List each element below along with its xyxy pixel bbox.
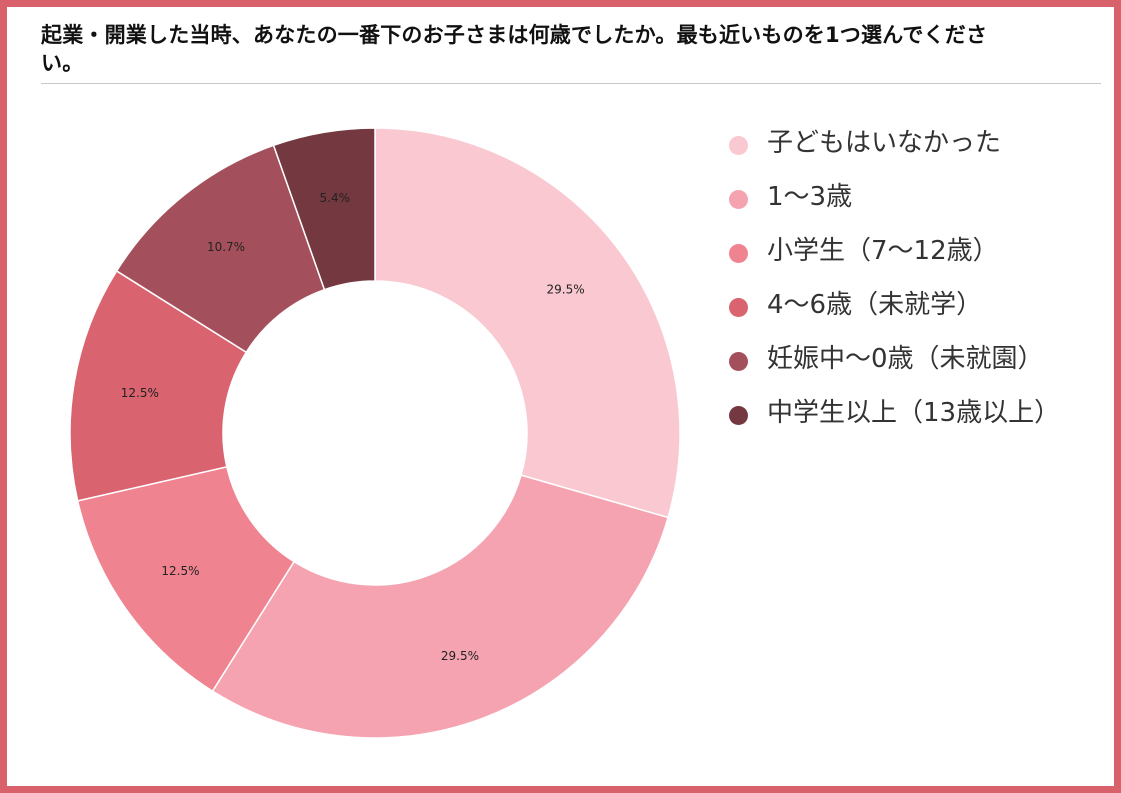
legend-swatch xyxy=(729,298,748,317)
legend-item-pregnancy-0: 妊娠中〜0歳（未就園） xyxy=(729,341,1069,377)
legend: 子どもはいなかった 1〜3歳 小学生（7〜12歳） 4〜6歳（未就学） 妊娠中〜… xyxy=(729,125,1069,449)
legend-label: 子どもはいなかった xyxy=(767,128,1002,158)
legend-label: 小学生（7〜12歳） xyxy=(767,236,999,266)
slice-4-6 xyxy=(69,269,248,502)
data-label-1-3: 29.5% xyxy=(441,649,479,663)
legend-swatch xyxy=(729,406,748,425)
legend-label: 1〜3歳 xyxy=(767,182,853,212)
legend-swatch xyxy=(729,190,748,209)
data-label-pregnancy-0: 10.7% xyxy=(207,240,245,254)
data-label-13-plus: 5.4% xyxy=(320,191,351,205)
data-label-elementary: 12.5% xyxy=(161,564,199,578)
legend-swatch xyxy=(729,352,748,371)
data-label-4-6: 12.5% xyxy=(121,386,159,400)
legend-label: 妊娠中〜0歳（未就園） xyxy=(767,344,1044,374)
legend-item-4-6: 4〜6歳（未就学） xyxy=(729,287,1069,323)
data-label-no-children: 29.5% xyxy=(547,283,585,297)
legend-label: 中学生以上（13歳以上） xyxy=(767,398,1061,428)
donut-chart: 29.5% 29.5% 12.5% 12.5% 10.7% 5.4% xyxy=(69,127,681,739)
donut-slices xyxy=(69,127,681,739)
donut-labels: 29.5% 29.5% 12.5% 12.5% 10.7% 5.4% xyxy=(121,191,585,663)
slice-1-3 xyxy=(211,474,669,739)
slice-pregnancy-0 xyxy=(115,144,326,354)
legend-item-1-3: 1〜3歳 xyxy=(729,179,1069,215)
slice-no-children xyxy=(374,127,681,519)
legend-label: 4〜6歳（未就学） xyxy=(767,290,983,320)
slice-13-plus xyxy=(272,127,376,291)
title-divider xyxy=(41,83,1101,84)
legend-swatch xyxy=(729,136,748,155)
chart-title: 起業・開業した当時、あなたの一番下のお子さまは何歳でしたか。最も近いものを1つ選… xyxy=(41,23,988,75)
legend-item-elementary: 小学生（7〜12歳） xyxy=(729,233,1069,269)
legend-item-13-plus: 中学生以上（13歳以上） xyxy=(729,395,1069,431)
legend-item-no-children: 子どもはいなかった xyxy=(729,125,1069,161)
slice-elementary xyxy=(76,465,296,693)
legend-swatch xyxy=(729,244,748,263)
